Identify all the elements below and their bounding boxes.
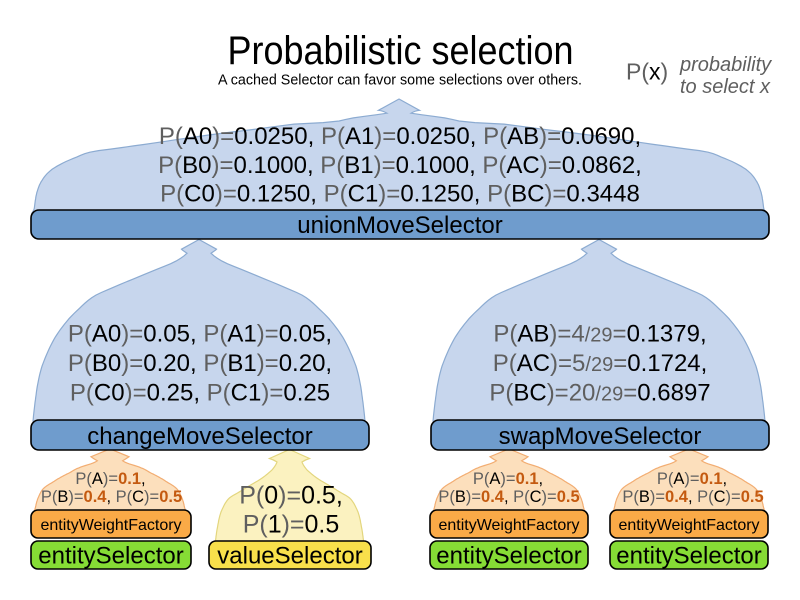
svg-text:P(A)=0.1,: P(A)=0.1, bbox=[473, 470, 543, 488]
svg-text:P(A0)=0.0250, P(A1)=0.0250, P(: P(A0)=0.0250, P(A1)=0.0250, P(AB)=0.0690… bbox=[159, 123, 641, 150]
svg-text:P(A)=0.1,: P(A)=0.1, bbox=[75, 470, 145, 488]
svg-text:unionMoveSelector: unionMoveSelector bbox=[297, 212, 502, 239]
svg-text:P(A0)=0.05, P(A1)=0.05,: P(A0)=0.05, P(A1)=0.05, bbox=[68, 321, 332, 348]
svg-text:A cached Selector can favor so: A cached Selector can favor some selecti… bbox=[218, 72, 582, 88]
svg-text:P(1)=0.5: P(1)=0.5 bbox=[243, 510, 340, 538]
svg-text:entityWeightFactory: entityWeightFactory bbox=[618, 517, 759, 534]
svg-text:P(B)=0.4, P(C)=0.5: P(B)=0.4, P(C)=0.5 bbox=[41, 488, 182, 506]
svg-text:entitySelector: entitySelector bbox=[436, 543, 581, 570]
svg-text:Probabilistic selection: Probabilistic selection bbox=[228, 29, 574, 73]
svg-text:valueSelector: valueSelector bbox=[217, 543, 362, 570]
svg-text:P(0)=0.5,: P(0)=0.5, bbox=[239, 481, 343, 509]
svg-text:P(B0)=0.1000, P(B1)=0.1000, P(: P(B0)=0.1000, P(B1)=0.1000, P(AC)=0.0862… bbox=[158, 152, 642, 179]
svg-text:changeMoveSelector: changeMoveSelector bbox=[87, 423, 312, 450]
svg-text:swapMoveSelector: swapMoveSelector bbox=[499, 423, 702, 450]
svg-text:P(AB)=4/29=0.1379,: P(AB)=4/29=0.1379, bbox=[493, 321, 706, 348]
svg-text:entitySelector: entitySelector bbox=[38, 543, 183, 570]
svg-text:P(C0)=0.25, P(C1)=0.25: P(C0)=0.25, P(C1)=0.25 bbox=[70, 380, 330, 407]
svg-text:P(AC)=5/29=0.1724,: P(AC)=5/29=0.1724, bbox=[493, 350, 708, 377]
svg-text:entitySelector: entitySelector bbox=[616, 543, 761, 570]
svg-text:P(C0)=0.1250, P(C1)=0.1250, P(: P(C0)=0.1250, P(C1)=0.1250, P(BC)=0.3448 bbox=[160, 180, 640, 207]
svg-text:P(BC)=20/29=0.6897: P(BC)=20/29=0.6897 bbox=[489, 380, 710, 407]
svg-text:P(B)=0.4, P(C)=0.5: P(B)=0.4, P(C)=0.5 bbox=[622, 488, 763, 506]
svg-text:P(B0)=0.20, P(B1)=0.20,: P(B0)=0.20, P(B1)=0.20, bbox=[68, 350, 332, 377]
svg-text:entityWeightFactory: entityWeightFactory bbox=[438, 517, 579, 534]
svg-text:P(B)=0.4, P(C)=0.5: P(B)=0.4, P(C)=0.5 bbox=[438, 488, 579, 506]
svg-text:P(A)=0.1,: P(A)=0.1, bbox=[657, 470, 727, 488]
svg-text:P(x): P(x) bbox=[626, 59, 668, 85]
svg-text:probability: probability bbox=[679, 54, 772, 76]
svg-text:to select x: to select x bbox=[680, 76, 771, 98]
svg-text:entityWeightFactory: entityWeightFactory bbox=[40, 517, 181, 534]
